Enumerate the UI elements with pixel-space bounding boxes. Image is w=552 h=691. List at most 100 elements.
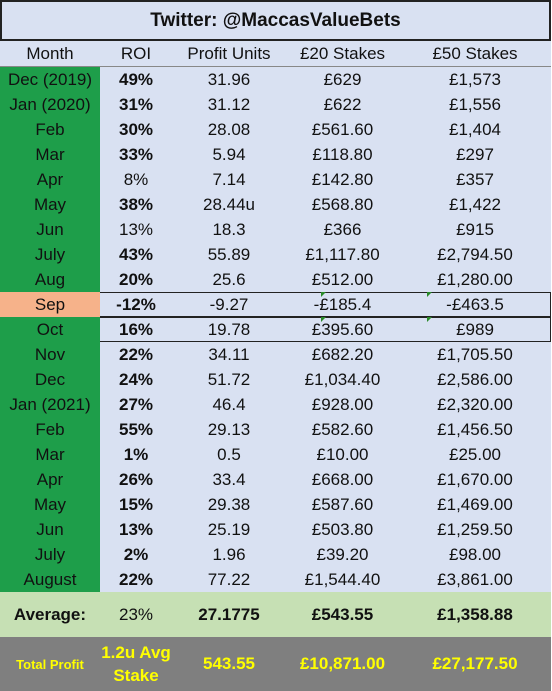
table-row: Mar 1% 0.5 £10.00 £25.00 — [0, 442, 551, 467]
total-label: Total Profit — [16, 656, 84, 672]
table-title: Twitter: @MaccasValueBets — [0, 0, 551, 41]
cell-indicator-mark — [321, 292, 326, 297]
table-row: Jan (2021) 27% 46.4 £928.00 £2,320.00 — [0, 392, 551, 417]
month-cell: Feb — [0, 417, 100, 442]
month-cell: May — [0, 192, 100, 217]
roi-cell: 33% — [118, 144, 154, 164]
stake50-cell: £915 — [456, 219, 494, 239]
stake50-cell: £1,705.50 — [437, 344, 513, 364]
month-cell: Sep — [0, 292, 100, 317]
stake20-cell: £668.00 — [311, 469, 374, 489]
average-row: Average: 23% 27.1775 £543.55 £1,358.88 — [0, 592, 551, 637]
table-row: Apr 26% 33.4 £668.00 £1,670.00 — [0, 467, 551, 492]
table-row: Sep -12% -9.27 -£185.4 -£463.5 — [0, 292, 551, 317]
roi-cell: 30% — [118, 119, 154, 139]
units-cell: 29.13 — [207, 419, 251, 439]
units-cell: 51.72 — [207, 369, 251, 389]
total-20-stakes: £10,871.00 — [299, 654, 386, 673]
units-cell: 25.6 — [212, 269, 246, 289]
stake20-cell: -£185.4 — [313, 294, 372, 314]
stake50-cell: £98.00 — [449, 544, 501, 564]
table-row: Dec 24% 51.72 £1,034.40 £2,586.00 — [0, 367, 551, 392]
table-row: Feb 30% 28.08 £561.60 £1,404 — [0, 117, 551, 142]
month-cell: Mar — [0, 442, 100, 467]
units-cell: 1.96 — [212, 544, 246, 564]
cell-indicator-mark — [321, 317, 326, 322]
stake20-cell: £512.00 — [311, 269, 374, 289]
month-cell: Feb — [0, 117, 100, 142]
roi-cell: 2% — [123, 544, 149, 564]
table-row: July 2% 1.96 £39.20 £98.00 — [0, 542, 551, 567]
roi-cell: 49% — [118, 69, 154, 89]
month-cell: Jan (2020) — [0, 92, 100, 117]
average-50-stakes: £1,358.88 — [437, 604, 513, 624]
table-row: Dec (2019) 49% 31.96 £629 £1,573 — [0, 67, 551, 92]
average-label: Average: — [13, 604, 87, 624]
table-row: Jan (2020) 31% 31.12 £622 £1,556 — [0, 92, 551, 117]
month-cell: Apr — [0, 467, 100, 492]
header-month: Month — [26, 43, 74, 63]
units-cell: 28.08 — [207, 119, 251, 139]
units-cell: 31.96 — [207, 69, 251, 89]
stake50-cell: £357 — [456, 169, 494, 189]
cell-indicator-mark — [427, 317, 432, 322]
total-50-stakes: £27,177.50 — [432, 654, 518, 673]
stake20-cell: £39.20 — [316, 544, 369, 564]
header-roi: ROI — [120, 43, 152, 63]
stake50-cell: £1,556 — [449, 94, 501, 114]
units-cell: 0.5 — [217, 444, 241, 464]
month-cell: Jan (2021) — [0, 392, 100, 417]
column-header-row: Month ROI Profit Units £20 Stakes £50 St… — [0, 41, 551, 67]
units-cell: 25.19 — [207, 519, 251, 539]
total-units: 543.55 — [203, 654, 255, 673]
roi-cell: 27% — [118, 394, 154, 414]
month-cell: July — [0, 242, 100, 267]
stake20-cell: £142.80 — [311, 169, 374, 189]
stake20-cell: £366 — [323, 219, 362, 239]
units-cell: 5.94 — [212, 144, 246, 164]
total-profit-row: Total Profit 1.2u Avg Stake 543.55 £10,8… — [0, 637, 551, 691]
units-cell: 34.11 — [208, 344, 250, 364]
month-cell: Nov — [0, 342, 100, 367]
table-row: May 15% 29.38 £587.60 £1,469.00 — [0, 492, 551, 517]
month-cell: Jun — [0, 217, 100, 242]
units-cell: -9.27 — [209, 294, 249, 314]
table-row: Apr 8% 7.14 £142.80 £357 — [0, 167, 551, 192]
table-row: Jun 13% 18.3 £366 £915 — [0, 217, 551, 242]
roi-cell: 38% — [118, 194, 154, 214]
roi-cell: 22% — [118, 344, 154, 364]
month-cell: Apr — [0, 167, 100, 192]
roi-cell: 31% — [118, 94, 154, 114]
stake50-cell: £1,670.00 — [437, 469, 513, 489]
roi-cell: 1% — [123, 444, 149, 464]
stake50-cell: -£463.5 — [446, 294, 504, 314]
stake20-cell: £568.80 — [311, 194, 374, 214]
units-cell: 46.4 — [212, 394, 246, 414]
average-roi: 23% — [118, 604, 154, 624]
roi-cell: 22% — [118, 569, 154, 589]
stake20-cell: £587.60 — [311, 494, 374, 514]
roi-cell: 26% — [118, 469, 154, 489]
month-cell: Aug — [0, 267, 100, 292]
stake20-cell: £10.00 — [316, 444, 369, 464]
month-cell: Mar — [0, 142, 100, 167]
stake20-cell: £1,034.40 — [304, 369, 381, 389]
average-units: 27.1775 — [198, 604, 260, 624]
month-cell: May — [0, 492, 100, 517]
roi-cell: -12% — [116, 294, 156, 314]
table-row: Mar 33% 5.94 £118.80 £297 — [0, 142, 551, 167]
stake20-cell: £1,544.40 — [304, 569, 381, 589]
table-row: Nov 22% 34.11 £682.20 £1,705.50 — [0, 342, 551, 367]
total-stake-line1: 1.2u Avg — [101, 643, 171, 662]
units-cell: 33.4 — [212, 469, 246, 489]
roi-cell: 13% — [118, 519, 154, 539]
units-cell: 29.38 — [207, 494, 251, 514]
units-cell: 7.14 — [212, 169, 246, 189]
stake50-cell: £1,404 — [449, 119, 501, 139]
cell-indicator-mark — [427, 292, 432, 297]
stake50-cell: £1,456.50 — [437, 419, 513, 439]
table-row: July 43% 55.89 £1,117.80 £2,794.50 — [0, 242, 551, 267]
roi-cell: 15% — [118, 494, 154, 514]
stake20-cell: £561.60 — [311, 119, 374, 139]
